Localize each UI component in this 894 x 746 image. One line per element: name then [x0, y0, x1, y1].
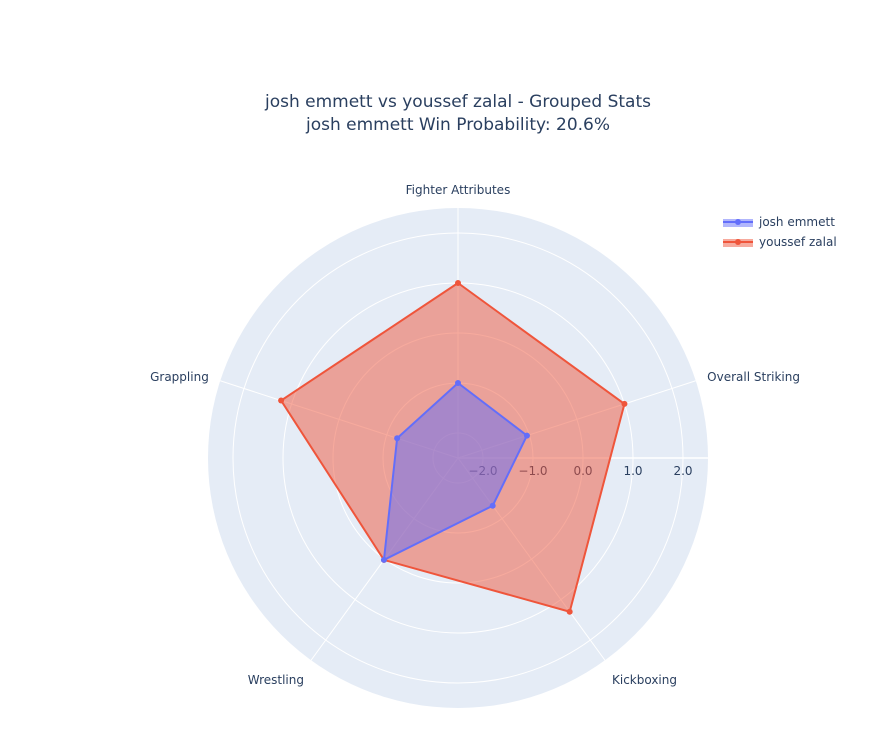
legend-marker [735, 219, 741, 225]
radial-tick-label: 1.0 [623, 464, 642, 478]
chart-subtitle: josh emmett Win Probability: 20.6% [305, 115, 611, 135]
angular-tick-label: Overall Striking [707, 370, 800, 384]
data-point [455, 380, 461, 386]
angular-tick-label: Grappling [150, 370, 209, 384]
data-point [523, 432, 530, 439]
data-point [455, 280, 461, 286]
series-area-josh-emmett [382, 381, 529, 562]
data-point [278, 397, 285, 404]
data-point [621, 400, 628, 407]
angular-tick-label: Fighter Attributes [406, 183, 511, 197]
legend-label: youssef zalal [759, 235, 837, 249]
legend-label: josh emmett [758, 215, 835, 229]
data-point [566, 608, 573, 615]
radial-tick-label: 2.0 [673, 464, 692, 478]
angular-tick-label: Kickboxing [612, 673, 677, 687]
legend-marker [735, 239, 741, 245]
data-point [489, 502, 496, 509]
data-point [394, 435, 401, 442]
data-point [380, 556, 387, 563]
chart-title: josh emmett vs youssef zalal - Grouped S… [264, 92, 651, 112]
angular-tick-label: Wrestling [248, 673, 304, 687]
